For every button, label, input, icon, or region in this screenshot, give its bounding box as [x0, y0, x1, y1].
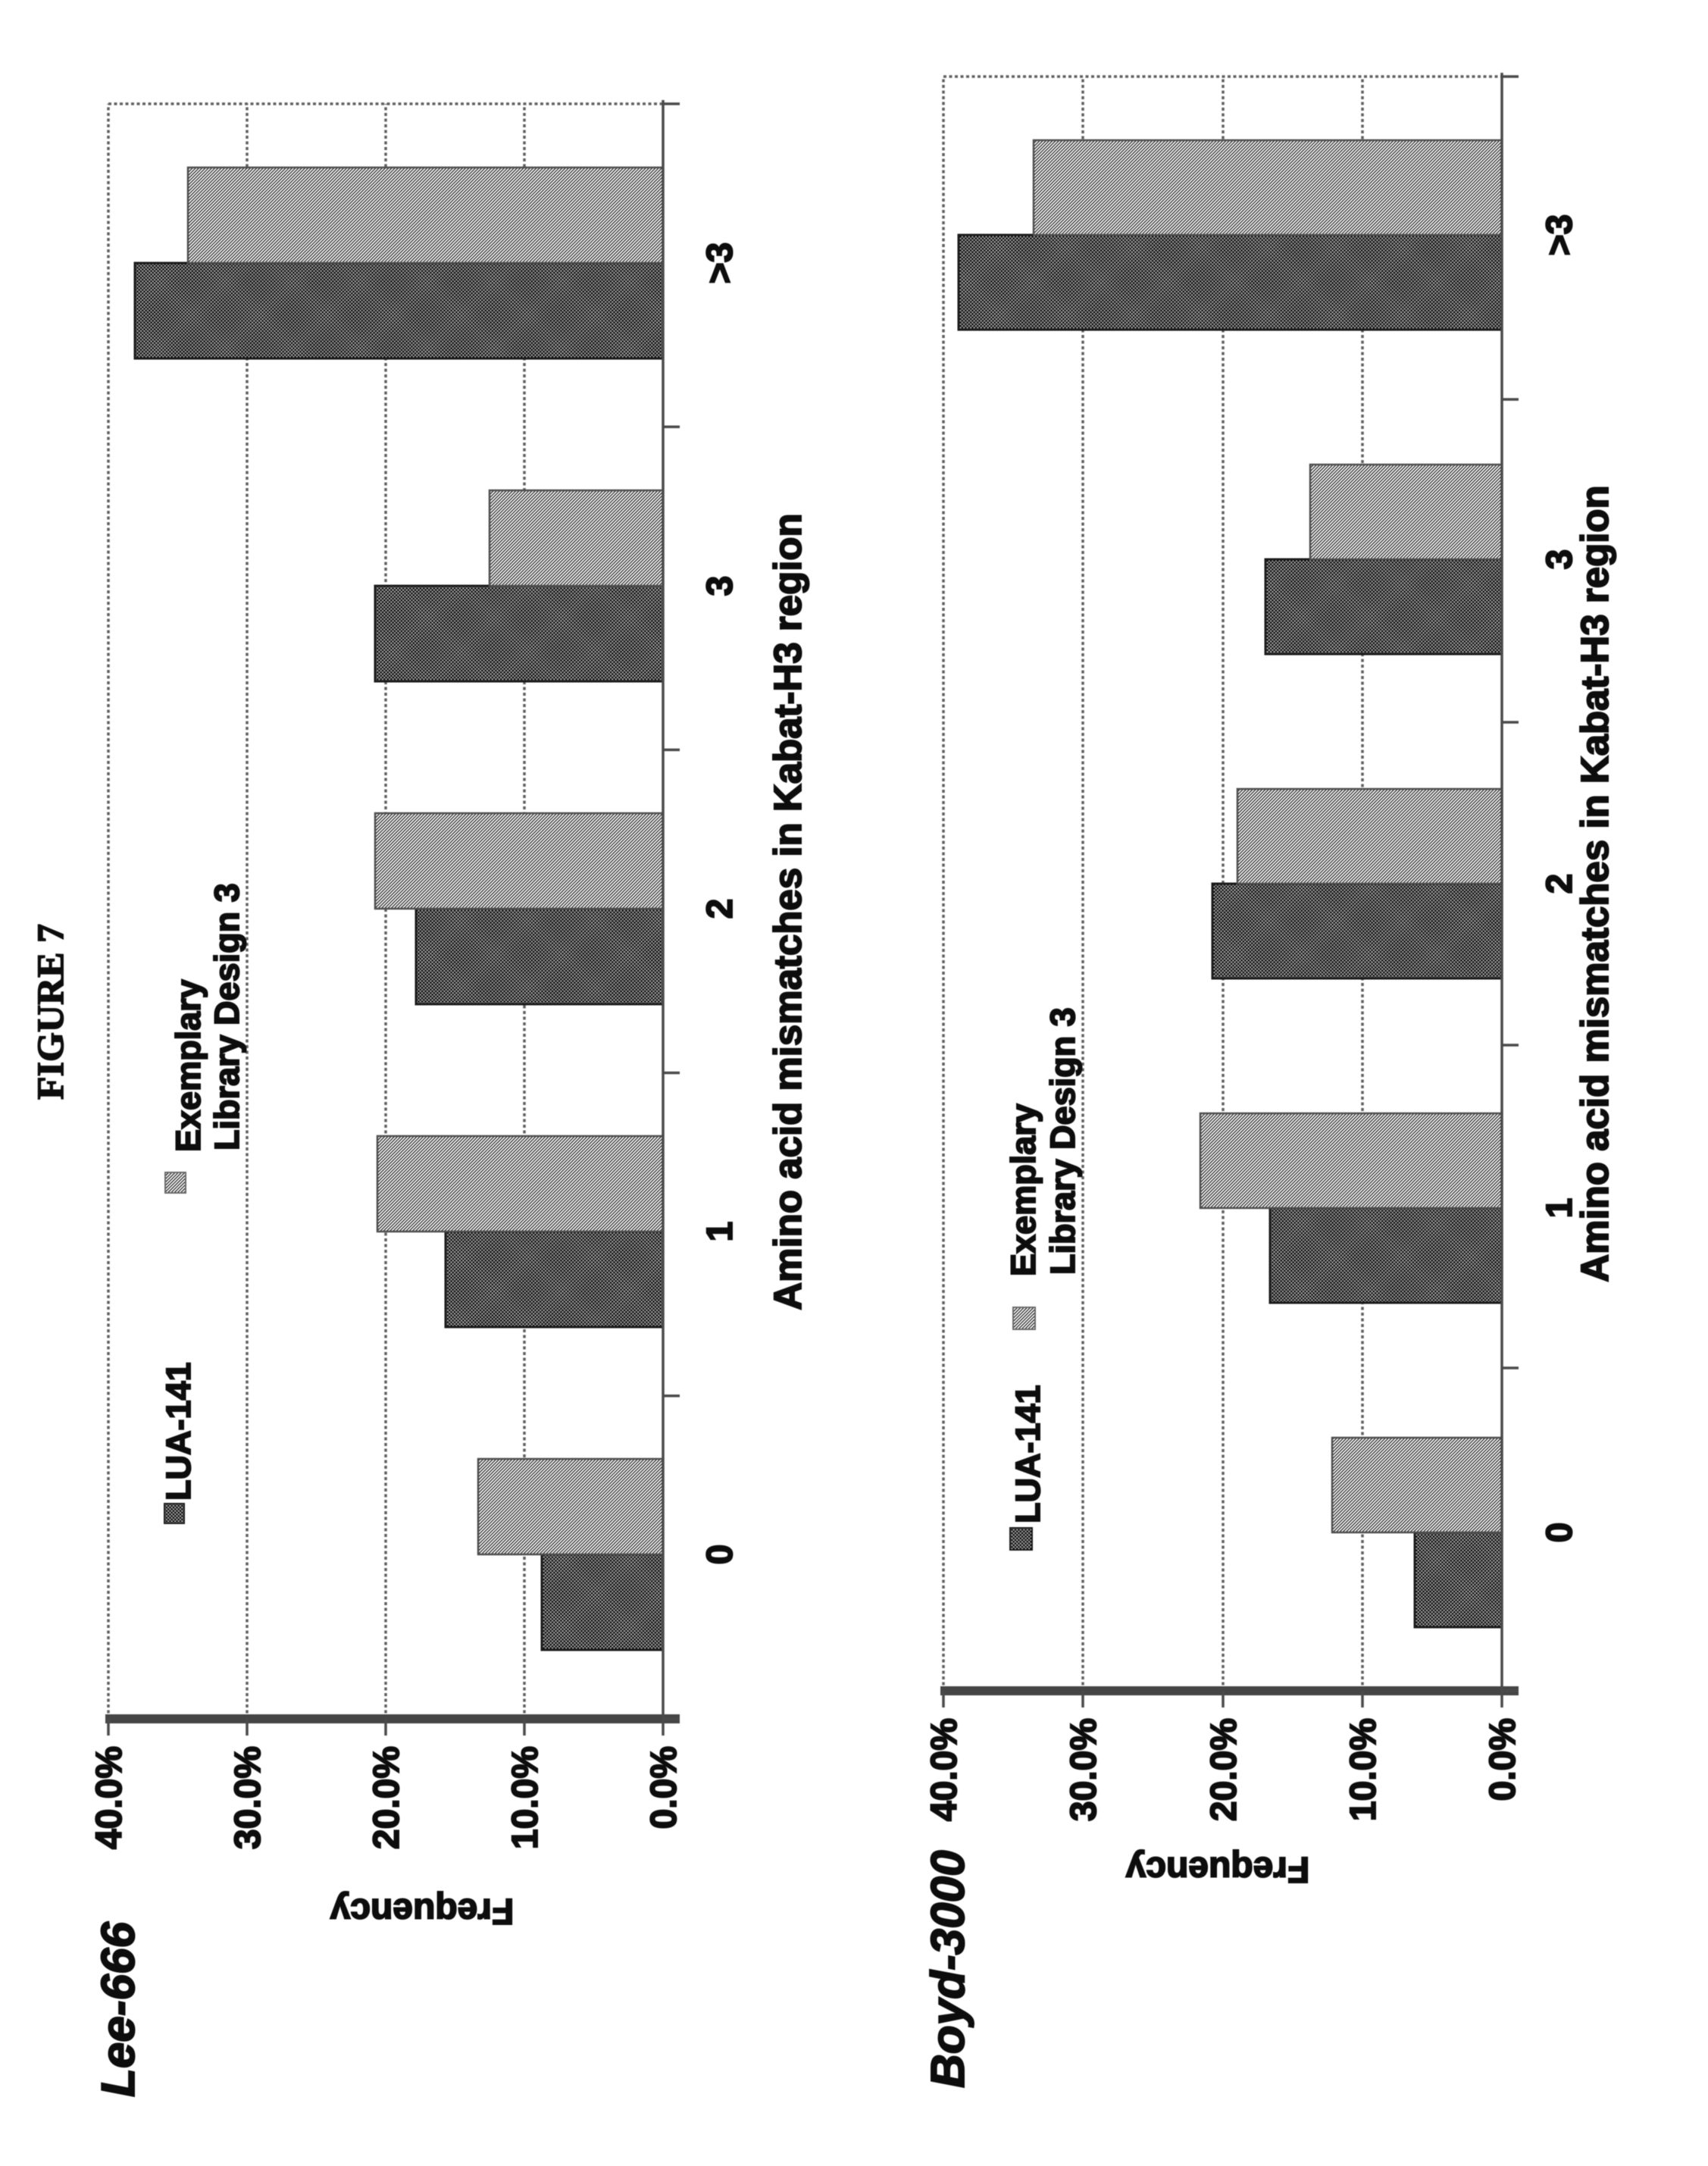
svg-text:FIGURE 7: FIGURE 7: [29, 924, 71, 1100]
svg-text:Amino acid mismatches in Kabat: Amino acid mismatches in Kabat-H3 region: [766, 513, 809, 1310]
svg-text:0: 0: [1540, 1523, 1580, 1543]
svg-text:Library Design 3: Library Design 3: [1043, 1007, 1082, 1275]
svg-text:20.0%: 20.0%: [1204, 1718, 1244, 1821]
svg-text:Lee-666: Lee-666: [92, 1922, 145, 2097]
svg-text:Frequency: Frequency: [1125, 1849, 1309, 1889]
svg-text:>3: >3: [1540, 214, 1580, 256]
svg-text:0.0%: 0.0%: [1483, 1718, 1523, 1801]
svg-text:Boyd-3000: Boyd-3000: [922, 1850, 974, 2088]
svg-text:20.0%: 20.0%: [367, 1746, 407, 1849]
svg-text:Library Design 3: Library Design 3: [208, 883, 246, 1150]
svg-text:Frequency: Frequency: [330, 1891, 514, 1931]
svg-text:30.0%: 30.0%: [228, 1746, 268, 1849]
svg-text:30.0%: 30.0%: [1064, 1718, 1104, 1821]
svg-text:1: 1: [1540, 1198, 1580, 1219]
svg-text:2: 2: [1540, 874, 1580, 894]
svg-text:10.0%: 10.0%: [1344, 1718, 1384, 1821]
svg-text:40.0%: 40.0%: [89, 1746, 130, 1849]
svg-text:Exemplary: Exemplary: [1004, 1103, 1043, 1276]
svg-text:LUA-141: LUA-141: [1009, 1385, 1047, 1523]
svg-text:0.0%: 0.0%: [644, 1746, 684, 1829]
svg-text:2: 2: [700, 899, 740, 919]
svg-text:1: 1: [700, 1222, 740, 1242]
svg-text:Amino acid mismatches in Kabat: Amino acid mismatches in Kabat-H3 region: [1573, 485, 1616, 1282]
svg-text:Exemplary: Exemplary: [169, 979, 208, 1152]
svg-text:3: 3: [1540, 549, 1580, 570]
svg-text:3: 3: [700, 576, 740, 596]
svg-text:LUA-141: LUA-141: [159, 1362, 198, 1501]
svg-text:0: 0: [700, 1545, 740, 1565]
svg-text:40.0%: 40.0%: [924, 1718, 965, 1821]
svg-text:>3: >3: [700, 243, 740, 284]
svg-text:10.0%: 10.0%: [505, 1746, 546, 1849]
